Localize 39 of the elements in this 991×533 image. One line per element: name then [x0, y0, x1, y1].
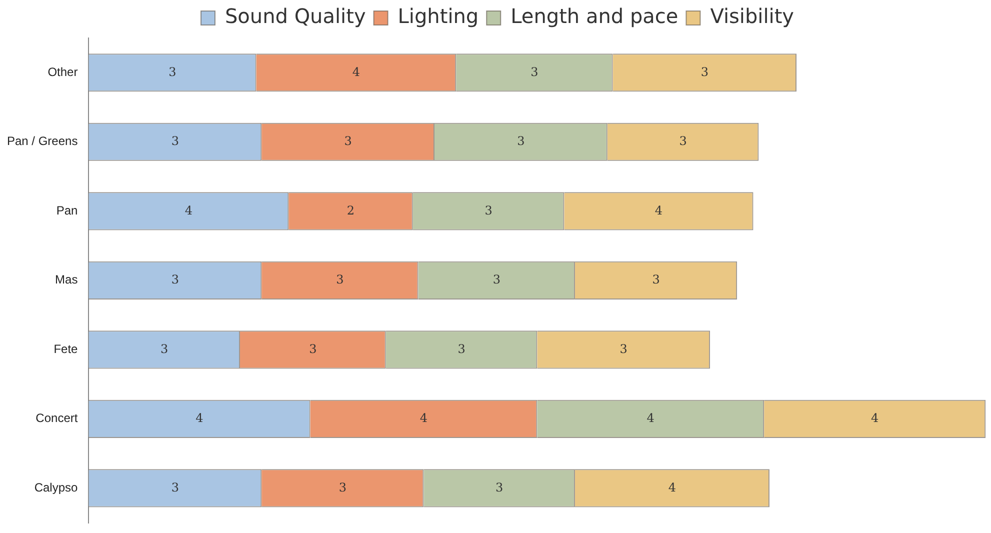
y-tick-label: Calypso: [34, 480, 78, 494]
y-tick-label: Other: [48, 64, 78, 79]
y-tick-label: Fete: [54, 342, 78, 356]
data-label: 4: [668, 480, 676, 494]
data-label: 3: [309, 342, 317, 356]
data-label: 3: [700, 64, 708, 79]
data-label: 2: [346, 203, 355, 218]
data-label: 4: [196, 411, 204, 426]
data-label: 3: [171, 480, 179, 494]
data-label: 4: [871, 411, 880, 426]
y-tick-label: Pan: [56, 203, 78, 218]
data-label: 3: [492, 272, 500, 287]
data-label: 4: [352, 64, 360, 79]
data-label: 3: [496, 480, 504, 494]
data-label: 3: [344, 134, 352, 148]
data-label: 3: [517, 134, 525, 148]
data-label: 3: [652, 272, 660, 287]
data-label: 4: [184, 203, 193, 218]
data-label: 3: [168, 64, 176, 79]
y-tick-label: Mas: [55, 272, 78, 287]
data-label: 3: [458, 342, 466, 356]
data-label: 4: [654, 203, 663, 218]
legend-label: Sound Quality: [224, 4, 366, 28]
y-tick-label: Concert: [36, 411, 78, 426]
data-label: 3: [336, 272, 344, 287]
data-label: 4: [646, 411, 655, 426]
data-label: 3: [171, 134, 179, 148]
data-label: 3: [679, 134, 687, 148]
data-label: 4: [420, 411, 428, 426]
data-label: 3: [530, 64, 538, 79]
data-label: 3: [171, 272, 179, 287]
y-tick-label: Pan / Greens: [6, 134, 78, 148]
data-label: 3: [160, 342, 168, 356]
data-label: 3: [338, 480, 346, 494]
data-label: 3: [620, 342, 628, 356]
legend-label: Visibility: [710, 4, 794, 28]
legend-label: Lighting: [398, 4, 479, 28]
data-label: 3: [484, 203, 492, 218]
legend-label: Length and pace: [510, 4, 678, 28]
